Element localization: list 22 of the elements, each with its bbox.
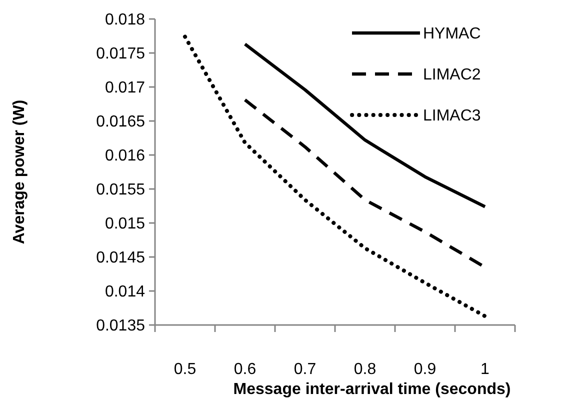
y-tick-label: 0.017 — [104, 80, 146, 97]
legend-label: HYMAC — [423, 26, 481, 43]
legend-label: LIMAC2 — [423, 66, 481, 84]
x-axis-title: Message inter-arrival time (seconds) — [233, 381, 511, 398]
y-tick-label: 0.018 — [104, 12, 146, 29]
x-tick-label: 0.7 — [294, 361, 316, 378]
y-tick-label: 0.0135 — [96, 318, 146, 335]
y-tick-label: 0.015 — [104, 216, 146, 233]
legend-label: LIMAC3 — [423, 108, 481, 125]
x-tick-label: 0.6 — [234, 361, 256, 378]
x-tick-label: 0.5 — [174, 361, 196, 378]
x-tick-label: 1 — [480, 361, 490, 378]
y-tick-label: 0.016 — [104, 148, 146, 165]
y-tick-label: 0.0165 — [96, 114, 146, 131]
y-tick-label: 0.0155 — [96, 182, 146, 199]
y-tick-label: 0.014 — [104, 284, 146, 301]
line-series — [243, 42, 487, 208]
y-axis-title: Average power (W) — [11, 100, 28, 244]
y-tick-label: 0.0175 — [96, 46, 146, 63]
x-tick-label: 0.8 — [354, 361, 376, 378]
x-tick-label: 0.9 — [414, 361, 436, 378]
y-tick-label: 0.0145 — [96, 250, 146, 267]
